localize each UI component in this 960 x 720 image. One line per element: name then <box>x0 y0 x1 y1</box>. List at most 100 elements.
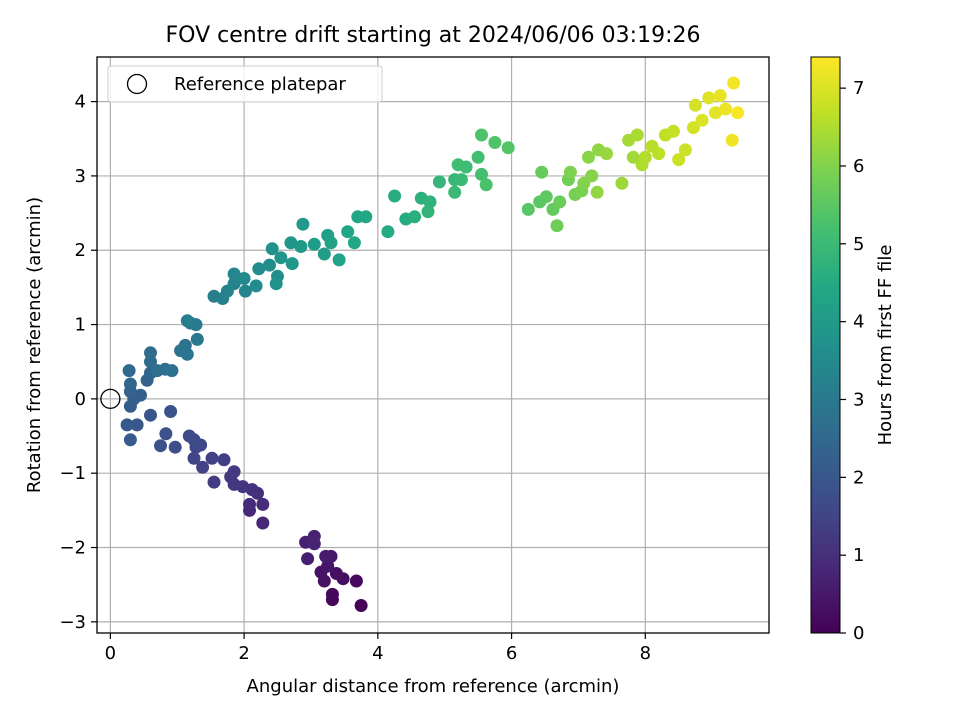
legend: Reference platepar <box>107 65 383 103</box>
data-point <box>630 128 644 142</box>
data-point <box>709 106 722 120</box>
y-tick-label: −1 <box>59 463 86 484</box>
data-point <box>122 364 136 378</box>
data-point <box>678 143 692 157</box>
data-point <box>252 262 266 276</box>
data-point <box>164 405 178 418</box>
data-point <box>582 150 595 164</box>
data-point <box>421 205 435 219</box>
data-point <box>539 190 553 204</box>
data-point <box>553 195 567 209</box>
data-point <box>666 124 680 138</box>
data-point <box>550 219 564 233</box>
data-point <box>423 195 437 209</box>
data-point <box>652 147 666 161</box>
colorbar-label: Hours from first FF file <box>875 245 896 446</box>
x-axis-label: Angular distance from reference (arcmin) <box>247 676 620 697</box>
data-point <box>381 225 395 239</box>
data-point <box>284 236 298 250</box>
data-point <box>688 98 702 112</box>
data-point <box>144 355 157 369</box>
data-point <box>296 217 310 231</box>
data-point <box>217 453 231 467</box>
data-point <box>120 418 134 432</box>
data-point <box>168 440 182 454</box>
colorbar-tick-label: 2 <box>853 467 864 488</box>
data-point <box>274 251 288 265</box>
data-point <box>150 364 164 378</box>
data-point <box>256 497 270 511</box>
x-axis-ticks: 0 2 4 6 8 <box>105 633 651 664</box>
data-point <box>454 173 468 187</box>
data-point <box>159 427 173 441</box>
data-point <box>237 272 251 285</box>
data-point <box>521 202 535 216</box>
grid-lines <box>97 57 769 633</box>
data-point <box>590 185 604 199</box>
colorbar-tick-label: 7 <box>853 78 864 99</box>
y-tick-label: 4 <box>75 92 86 113</box>
x-tick-label: 0 <box>105 643 116 664</box>
data-point <box>359 210 373 224</box>
y-tick-label: −3 <box>59 612 86 633</box>
y-tick-label: −2 <box>59 538 86 559</box>
data-point <box>329 567 343 580</box>
x-tick-label: 8 <box>640 643 651 664</box>
data-point <box>180 347 194 361</box>
data-point <box>207 475 221 489</box>
data-points <box>120 76 745 612</box>
data-point <box>227 277 241 291</box>
y-tick-label: 1 <box>75 315 86 336</box>
data-point <box>408 210 422 224</box>
y-axis-ticks: −3 −2 −1 0 1 2 3 4 <box>59 92 97 633</box>
data-point <box>180 314 194 328</box>
colorbar-ticks: 0 1 2 3 4 5 6 7 <box>840 78 864 644</box>
data-point <box>713 89 727 103</box>
data-point <box>294 240 308 253</box>
data-point <box>349 574 363 588</box>
y-tick-label: 2 <box>75 240 86 261</box>
data-point <box>448 185 462 199</box>
data-point <box>585 169 599 183</box>
data-point <box>324 236 338 250</box>
data-point <box>626 150 640 164</box>
data-point <box>190 332 204 346</box>
data-point <box>307 237 321 251</box>
data-point <box>354 599 368 612</box>
colorbar-gradient <box>810 56 841 634</box>
data-point <box>165 364 179 378</box>
data-point <box>182 429 196 443</box>
data-point <box>695 113 709 127</box>
chart-title: FOV centre drift starting at 2024/06/06 … <box>166 23 701 48</box>
legend-marker-icon <box>126 73 148 95</box>
x-tick-label: 2 <box>238 643 249 664</box>
data-point <box>479 178 493 192</box>
data-point <box>535 165 549 179</box>
legend-entry-label: Reference platepar <box>174 74 346 95</box>
data-point <box>249 279 263 293</box>
data-point <box>432 175 446 189</box>
data-point <box>265 242 279 256</box>
colorbar-tick-label: 6 <box>853 156 864 177</box>
colorbar-tick-label: 4 <box>853 312 864 333</box>
data-point <box>317 247 331 261</box>
data-point <box>475 167 488 181</box>
reference-marker <box>100 388 121 410</box>
data-point <box>205 451 219 465</box>
data-point <box>731 106 745 120</box>
data-point <box>638 150 652 164</box>
data-point <box>719 102 732 116</box>
data-point <box>123 377 137 391</box>
data-point <box>347 236 361 250</box>
data-point <box>475 128 488 142</box>
data-point <box>325 587 339 601</box>
data-point <box>196 460 210 474</box>
data-point <box>134 388 147 402</box>
data-point <box>130 418 144 432</box>
data-point <box>471 150 485 164</box>
colorbar: 0 1 2 3 4 5 6 7 Hours from first FF file <box>810 56 896 644</box>
legend-box <box>107 65 383 103</box>
x-tick-label: 4 <box>372 643 383 664</box>
data-point <box>301 552 315 566</box>
y-axis-label: Rotation from reference (arcmin) <box>24 197 45 493</box>
